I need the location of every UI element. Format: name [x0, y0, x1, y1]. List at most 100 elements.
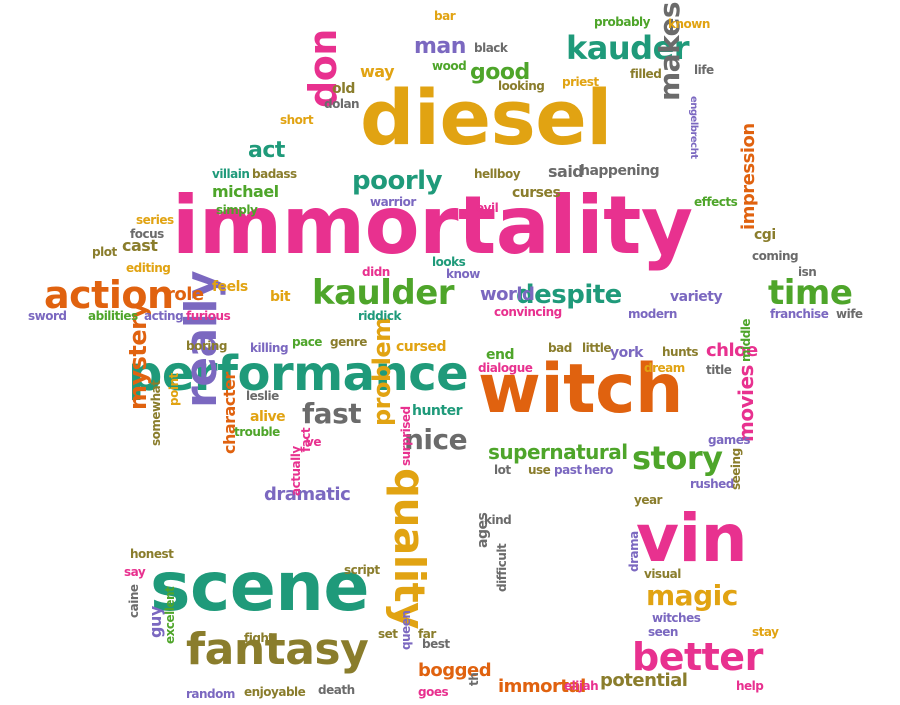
cloud-word: fantasy — [186, 624, 369, 675]
cloud-word: editing — [126, 261, 171, 275]
cloud-word: set — [378, 627, 398, 641]
cloud-word: riddick — [358, 309, 401, 323]
cloud-word: simply — [216, 203, 258, 217]
cloud-word: goes — [418, 685, 449, 699]
cloud-word: surprised — [399, 406, 413, 466]
cloud-word: wood — [432, 59, 467, 73]
cloud-word: dialogue — [478, 361, 533, 375]
cloud-word: trouble — [234, 425, 280, 439]
cloud-word: movies — [734, 365, 758, 442]
cloud-word: little — [582, 341, 611, 355]
cloud-word: evil — [476, 201, 499, 215]
cloud-word: happening — [580, 163, 660, 179]
cloud-word: stay — [752, 625, 779, 639]
cloud-word: killing — [250, 341, 289, 355]
cloud-word: scene — [150, 548, 369, 627]
cloud-word: script — [344, 563, 380, 577]
cloud-word: alive — [250, 409, 286, 425]
cloud-word: say — [124, 565, 146, 579]
cloud-word: way — [360, 62, 395, 81]
cloud-word: supernatural — [488, 440, 628, 464]
cloud-word: leslie — [246, 389, 279, 403]
cloud-word: badass — [252, 167, 297, 181]
cloud-word: lot — [494, 463, 511, 477]
cloud-word: somewhat — [149, 380, 163, 447]
cloud-word: abilities — [88, 309, 138, 323]
cloud-word: hellboy — [474, 167, 521, 181]
cloud-word: fight — [244, 631, 274, 645]
cloud-word: despite — [516, 280, 622, 310]
cloud-word: immortal — [498, 676, 586, 697]
cloud-word: bar — [434, 9, 456, 23]
cloud-word: death — [318, 683, 355, 697]
cloud-word: act — [248, 138, 285, 163]
cloud-word: didn — [362, 265, 390, 279]
cloud-word: games — [708, 433, 750, 447]
cloud-word: kind — [484, 513, 512, 527]
cloud-word: warrior — [370, 195, 416, 209]
cloud-word: queen — [399, 610, 413, 650]
cloud-word: cast — [122, 236, 158, 255]
cloud-word: hunter — [412, 403, 463, 419]
cloud-word: york — [610, 345, 643, 361]
cloud-word: visual — [644, 567, 681, 581]
cloud-word: honest — [130, 547, 174, 561]
cloud-word: priest — [562, 75, 599, 89]
cloud-word: wife — [836, 307, 863, 321]
cloud-word: problem — [368, 317, 396, 426]
cloud-word: caine — [127, 584, 141, 618]
cloud-word: performance — [128, 346, 469, 402]
cloud-word: looking — [498, 79, 545, 93]
cloud-word: coming — [752, 249, 799, 263]
cloud-word: kauder — [566, 29, 690, 67]
cloud-word: looks — [432, 255, 466, 269]
cloud-word: potential — [600, 670, 688, 691]
cloud-word: genre — [330, 335, 367, 349]
cloud-word: plot — [92, 245, 117, 259]
cloud-word: impression — [738, 123, 759, 230]
cloud-word: bit — [270, 289, 291, 305]
cloud-word: actually — [289, 446, 303, 496]
cloud-word: help — [736, 679, 764, 693]
cloud-word: time — [768, 273, 853, 313]
cloud-word: curses — [512, 185, 561, 201]
cloud-word: th — [467, 672, 481, 686]
cloud-word: far — [418, 627, 436, 641]
cloud-word: magic — [646, 579, 738, 612]
cloud-word: variety — [670, 289, 723, 305]
cloud-word: bogged — [418, 660, 492, 681]
cloud-word: year — [634, 493, 662, 507]
cloud-word: dolan — [324, 97, 360, 111]
cloud-word: elijah — [564, 679, 599, 693]
cloud-word: vin — [636, 500, 748, 577]
cloud-word: cgi — [754, 227, 776, 243]
cloud-word: cursed — [396, 339, 447, 355]
cloud-word: diesel — [360, 73, 612, 162]
cloud-word: known — [668, 17, 710, 31]
cloud-word: character — [220, 372, 239, 454]
cloud-word: excellent — [163, 586, 177, 644]
cloud-word: probably — [594, 15, 650, 29]
cloud-word: said — [548, 162, 584, 181]
cloud-word: action — [44, 273, 174, 317]
cloud-word: short — [280, 113, 314, 127]
cloud-word: role — [166, 284, 204, 305]
cloud-word: old — [332, 81, 355, 97]
cloud-word: man — [414, 34, 466, 59]
cloud-word: pace — [292, 335, 322, 349]
cloud-word: immortality — [172, 179, 693, 272]
cloud-word: difficult — [495, 543, 509, 592]
cloud-word: black — [474, 41, 508, 55]
cloud-word: feels — [212, 279, 248, 295]
cloud-word: witches — [652, 611, 701, 625]
cloud-word: enjoyable — [244, 685, 306, 699]
cloud-word: acting — [144, 309, 184, 323]
cloud-word: franchise — [770, 307, 829, 321]
cloud-word: furious — [186, 309, 231, 323]
cloud-word: engelbrecht — [688, 96, 699, 159]
cloud-word: use — [528, 463, 551, 477]
cloud-word: chloe — [706, 340, 758, 361]
cloud-word: hero — [584, 463, 613, 477]
cloud-word: life — [694, 63, 714, 77]
